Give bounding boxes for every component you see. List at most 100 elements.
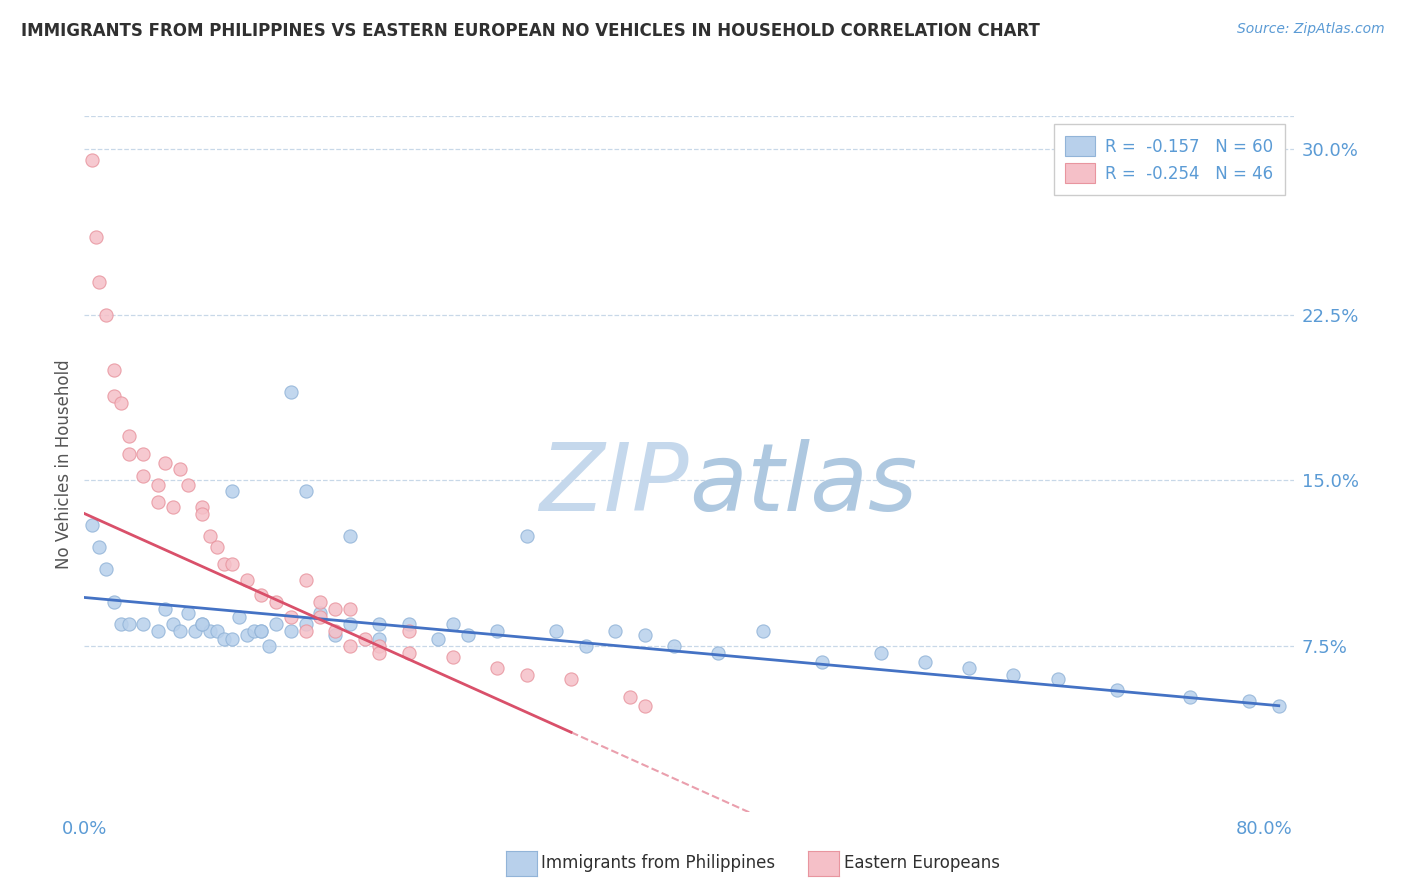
Point xyxy=(155,601,177,615)
Point xyxy=(634,698,657,713)
Text: ZIP: ZIP xyxy=(540,439,689,530)
Point xyxy=(323,601,346,615)
Point xyxy=(486,624,509,638)
Point xyxy=(110,396,132,410)
Point xyxy=(235,573,257,587)
Point xyxy=(205,540,228,554)
Point xyxy=(368,646,391,660)
Point xyxy=(339,601,361,615)
Text: Source: ZipAtlas.com: Source: ZipAtlas.com xyxy=(1237,22,1385,37)
Point xyxy=(176,478,198,492)
Point xyxy=(368,617,391,632)
Point xyxy=(221,484,243,499)
Point xyxy=(132,447,155,461)
Point xyxy=(80,153,103,168)
Point xyxy=(184,624,207,638)
Point xyxy=(87,275,110,289)
Point xyxy=(117,429,139,443)
Point xyxy=(810,655,832,669)
Point xyxy=(294,573,316,587)
Point xyxy=(398,617,420,632)
Point xyxy=(1180,690,1202,704)
Point xyxy=(605,624,627,638)
Point xyxy=(1268,698,1291,713)
Point xyxy=(162,617,184,632)
Point xyxy=(146,624,169,638)
Point xyxy=(516,528,538,542)
Point xyxy=(250,588,273,602)
Point xyxy=(198,528,221,542)
Point xyxy=(368,632,391,647)
Point xyxy=(339,639,361,653)
Point xyxy=(176,606,198,620)
Point xyxy=(339,528,361,542)
Point xyxy=(221,558,243,572)
Point xyxy=(280,610,302,624)
Point xyxy=(309,606,332,620)
Point xyxy=(1105,683,1128,698)
Point xyxy=(169,462,191,476)
Point xyxy=(427,632,450,647)
Point xyxy=(191,617,214,632)
Point xyxy=(264,595,287,609)
Point xyxy=(914,655,936,669)
Point xyxy=(250,624,273,638)
Point xyxy=(96,562,118,576)
Point xyxy=(309,610,332,624)
Point xyxy=(214,632,236,647)
Text: IMMIGRANTS FROM PHILIPPINES VS EASTERN EUROPEAN NO VEHICLES IN HOUSEHOLD CORRELA: IMMIGRANTS FROM PHILIPPINES VS EASTERN E… xyxy=(21,22,1040,40)
Point xyxy=(264,617,287,632)
Text: atlas: atlas xyxy=(689,439,917,530)
Point xyxy=(280,624,302,638)
Point xyxy=(457,628,479,642)
Point xyxy=(191,507,214,521)
Point xyxy=(398,624,420,638)
Legend: R =  -0.157   N = 60, R =  -0.254   N = 46: R = -0.157 N = 60, R = -0.254 N = 46 xyxy=(1053,124,1285,195)
Point xyxy=(368,639,391,653)
Point xyxy=(634,628,657,642)
Point xyxy=(486,661,509,675)
Point xyxy=(294,624,316,638)
Point xyxy=(250,624,273,638)
Point xyxy=(751,624,773,638)
Point xyxy=(339,617,361,632)
Point xyxy=(103,389,125,403)
Text: Eastern Europeans: Eastern Europeans xyxy=(844,855,1000,872)
Point xyxy=(132,617,155,632)
Point xyxy=(235,628,257,642)
Point xyxy=(575,639,598,653)
Point xyxy=(103,363,125,377)
Point xyxy=(441,617,464,632)
Point xyxy=(560,672,582,686)
Point xyxy=(323,628,346,642)
Point xyxy=(398,646,420,660)
Point xyxy=(441,650,464,665)
Point xyxy=(117,617,139,632)
Point xyxy=(1239,694,1261,708)
Point xyxy=(294,484,316,499)
Point xyxy=(103,595,125,609)
Point xyxy=(516,667,538,681)
Text: Immigrants from Philippines: Immigrants from Philippines xyxy=(541,855,776,872)
Point xyxy=(155,456,177,470)
Point xyxy=(869,646,891,660)
Point xyxy=(1046,672,1069,686)
Point xyxy=(132,469,155,483)
Point xyxy=(957,661,980,675)
Point xyxy=(198,624,221,638)
Point xyxy=(257,639,280,653)
Point xyxy=(146,478,169,492)
Point xyxy=(294,617,316,632)
Point xyxy=(353,632,375,647)
Point xyxy=(309,595,332,609)
Point xyxy=(1002,667,1025,681)
Point xyxy=(162,500,184,514)
Y-axis label: No Vehicles in Household: No Vehicles in Household xyxy=(55,359,73,569)
Point xyxy=(146,495,169,509)
Point xyxy=(323,624,346,638)
Point xyxy=(214,558,236,572)
Point xyxy=(228,610,250,624)
Point xyxy=(191,500,214,514)
Point xyxy=(280,385,302,400)
Point xyxy=(80,517,103,532)
